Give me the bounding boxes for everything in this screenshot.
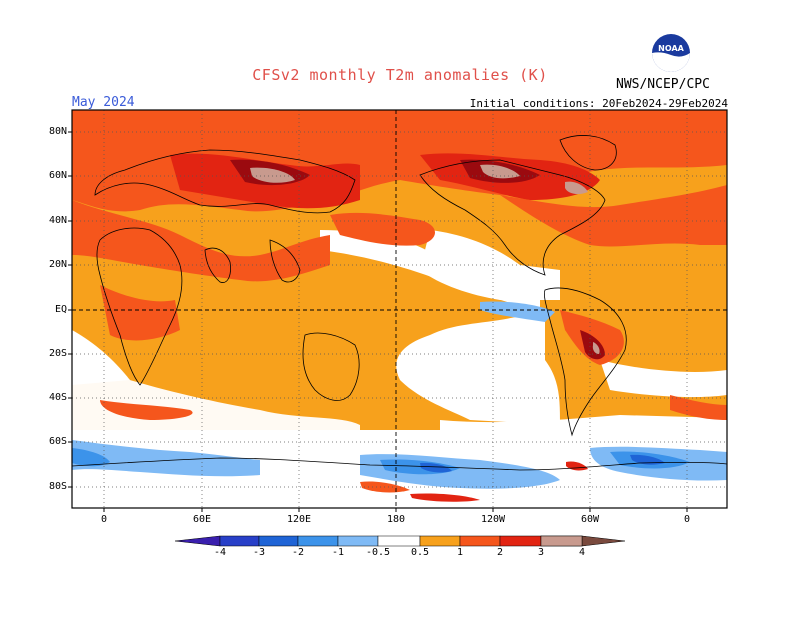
colorbar-label: 3 bbox=[537, 547, 545, 558]
map-frame bbox=[71, 109, 728, 509]
colorbar-label: 1 bbox=[456, 547, 464, 558]
initial-conditions: Initial conditions: 20Feb2024-29Feb2024 bbox=[469, 97, 728, 110]
lon-label: 180 bbox=[386, 514, 406, 525]
lat-label: 60S bbox=[48, 436, 67, 447]
coastlines bbox=[72, 135, 727, 471]
lon-label: 60W bbox=[580, 514, 600, 525]
agency-label: NWS/NCEP/CPC bbox=[616, 77, 710, 92]
colorbar-label: -4 bbox=[213, 547, 227, 558]
colorbar-label: 2 bbox=[496, 547, 504, 558]
forecast-month: May 2024 bbox=[72, 95, 135, 110]
colorbar bbox=[174, 535, 626, 547]
lat-label: 60N bbox=[48, 170, 67, 181]
colorbar-arrow-high bbox=[581, 535, 626, 547]
colorbar-label: 0.5 bbox=[410, 547, 430, 558]
lon-label: 0 bbox=[100, 514, 108, 525]
colorbar-arrow-low bbox=[174, 535, 221, 547]
lon-label: 60E bbox=[192, 514, 212, 525]
lat-label: 20S bbox=[48, 348, 67, 359]
colorbar-label: -1 bbox=[331, 547, 345, 558]
lat-label: 20N bbox=[48, 259, 67, 270]
colorbar-label: -0.5 bbox=[365, 547, 391, 558]
equator-dateline bbox=[72, 110, 727, 508]
noaa-logo: NOAA bbox=[652, 34, 690, 72]
lat-label: 40S bbox=[48, 392, 67, 403]
lat-label: EQ bbox=[54, 304, 67, 315]
axis-ticks bbox=[68, 131, 688, 512]
colorbar-label: 4 bbox=[578, 547, 586, 558]
colorbar-label: -3 bbox=[252, 547, 266, 558]
lon-label: 120W bbox=[480, 514, 506, 525]
lat-label: 40N bbox=[48, 215, 67, 226]
lon-label: 120E bbox=[286, 514, 312, 525]
logo-text: NOAA bbox=[658, 44, 684, 53]
lon-label: 0 bbox=[683, 514, 691, 525]
colorbar-label: -2 bbox=[291, 547, 305, 558]
lat-label: 80N bbox=[48, 126, 67, 137]
anomaly-field bbox=[72, 110, 727, 508]
lat-label: 80S bbox=[48, 481, 67, 492]
map-title: CFSv2 monthly T2m anomalies (K) bbox=[252, 66, 548, 84]
